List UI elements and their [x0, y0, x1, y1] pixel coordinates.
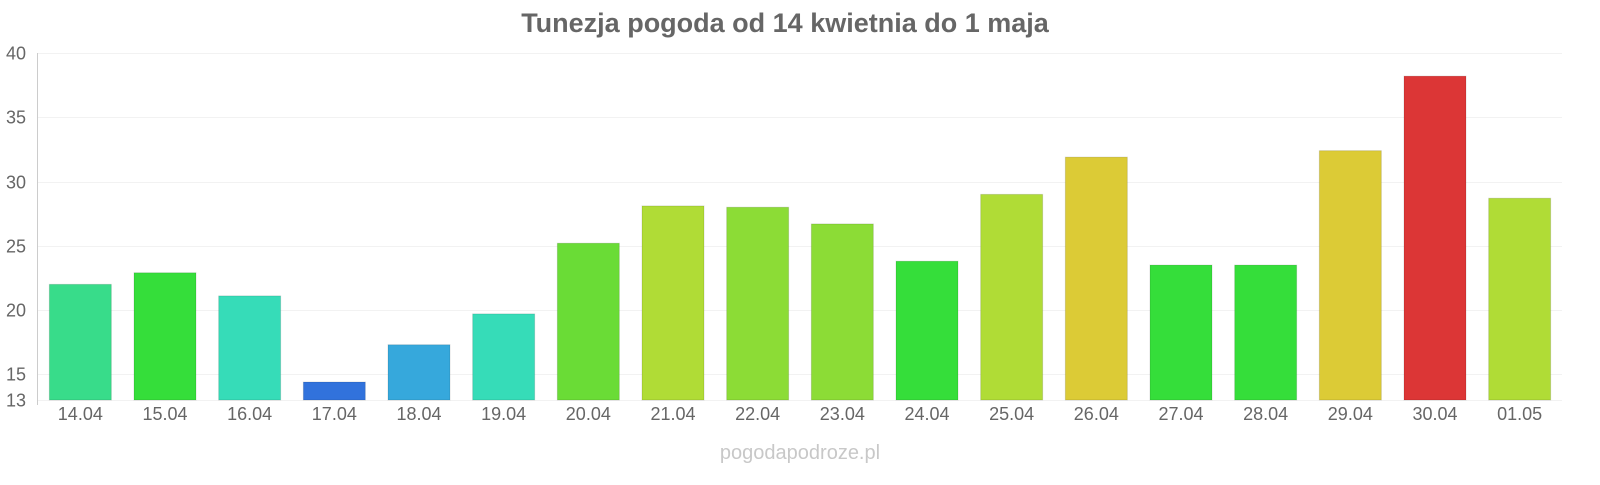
y-tick-label: 15 — [6, 365, 26, 385]
y-tick-label: 35 — [6, 108, 26, 128]
bar-22.04[interactable] — [726, 206, 790, 401]
x-tick-label: 25.04 — [989, 404, 1034, 424]
x-tick-label: 14.04 — [58, 404, 103, 424]
x-tick-label: 21.04 — [650, 404, 695, 424]
bar-21.04[interactable] — [641, 205, 705, 401]
bar-20.04[interactable] — [556, 242, 620, 401]
bar-17.04[interactable] — [302, 381, 366, 401]
bar-29.04[interactable] — [1318, 150, 1382, 401]
bar-24.04[interactable] — [895, 260, 959, 401]
x-tick-label: 24.04 — [904, 404, 949, 424]
watermark: pogodapodroze.pl — [720, 442, 880, 464]
bar-01.05[interactable] — [1488, 197, 1552, 401]
bar-28.04[interactable] — [1234, 264, 1298, 401]
x-tick-label: 16.04 — [227, 404, 272, 424]
bar-25.04[interactable] — [980, 193, 1044, 401]
x-tick-label: 15.04 — [142, 404, 187, 424]
bar-15.04[interactable] — [133, 272, 197, 401]
y-tick-label: 13 — [6, 391, 26, 411]
x-tick-label: 26.04 — [1074, 404, 1119, 424]
x-tick-label: 17.04 — [312, 404, 357, 424]
x-tick-label: 01.05 — [1497, 404, 1542, 424]
bar-14.04[interactable] — [48, 283, 112, 401]
y-tick-label: 30 — [6, 173, 26, 193]
bar-30.04[interactable] — [1403, 75, 1467, 401]
x-tick-label: 30.04 — [1412, 404, 1457, 424]
y-tick-label: 25 — [6, 237, 26, 257]
bar-18.04[interactable] — [387, 344, 451, 401]
x-tick-label: 18.04 — [396, 404, 441, 424]
bar-19.04[interactable] — [472, 313, 536, 401]
y-tick-label: 20 — [6, 301, 26, 321]
x-tick-label: 28.04 — [1243, 404, 1288, 424]
bar-26.04[interactable] — [1064, 156, 1128, 401]
x-tick-label: 23.04 — [820, 404, 865, 424]
x-tick-label: 29.04 — [1328, 404, 1373, 424]
y-tick-label: 40 — [6, 44, 26, 64]
chart-title: Tunezja pogoda od 14 kwietnia do 1 maja — [521, 8, 1050, 38]
bar-23.04[interactable] — [810, 223, 874, 401]
x-tick-label: 20.04 — [566, 404, 611, 424]
x-tick-label: 19.04 — [481, 404, 526, 424]
x-tick-label: 27.04 — [1158, 404, 1203, 424]
x-tick-label: 22.04 — [735, 404, 780, 424]
bar-16.04[interactable] — [218, 295, 282, 401]
bar-27.04[interactable] — [1149, 264, 1213, 401]
